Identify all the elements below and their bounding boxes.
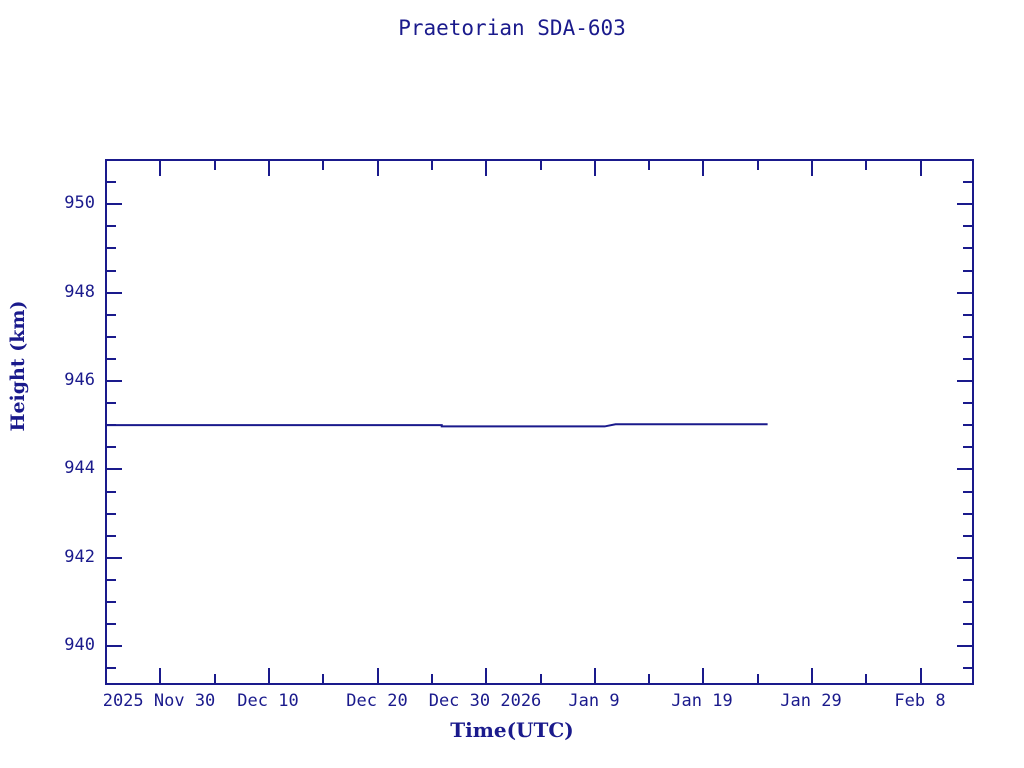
x-tick-minor bbox=[648, 161, 650, 170]
y-tick-major bbox=[957, 380, 972, 382]
y-tick-minor bbox=[107, 513, 116, 515]
y-tick-major bbox=[107, 292, 122, 294]
y-tick-label: 944 bbox=[64, 458, 95, 478]
y-tick-minor bbox=[963, 601, 972, 603]
y-tick-minor bbox=[963, 535, 972, 537]
x-tick-label: Jan 9 bbox=[568, 691, 620, 711]
y-tick-minor bbox=[963, 270, 972, 272]
y-tick-minor bbox=[107, 667, 116, 669]
x-tick-major bbox=[594, 161, 596, 176]
y-tick-major bbox=[957, 203, 972, 205]
y-tick-minor bbox=[963, 623, 972, 625]
y-tick-minor bbox=[107, 491, 116, 493]
y-tick-minor bbox=[963, 424, 972, 426]
x-tick-major bbox=[811, 161, 813, 176]
x-tick-minor bbox=[865, 674, 867, 683]
y-tick-minor bbox=[107, 247, 116, 249]
x-tick-label: Dec 20 bbox=[346, 691, 408, 711]
x-tick-minor bbox=[648, 674, 650, 683]
y-tick-major bbox=[957, 468, 972, 470]
y-axis-title: Height (km) bbox=[7, 300, 29, 432]
y-tick-label: 950 bbox=[64, 193, 95, 213]
y-tick-minor bbox=[107, 601, 116, 603]
x-tick-minor bbox=[214, 674, 216, 683]
x-tick-major bbox=[377, 161, 379, 176]
x-tick-major bbox=[485, 161, 487, 176]
x-tick-major bbox=[159, 161, 161, 176]
x-tick-label: Jan 29 bbox=[780, 691, 842, 711]
y-tick-label: 940 bbox=[64, 635, 95, 655]
plot-area bbox=[105, 159, 974, 685]
x-tick-minor bbox=[431, 161, 433, 170]
y-tick-minor bbox=[963, 402, 972, 404]
y-tick-major bbox=[107, 557, 122, 559]
y-tick-minor bbox=[963, 446, 972, 448]
x-tick-minor bbox=[322, 674, 324, 683]
x-tick-major bbox=[920, 668, 922, 683]
x-tick-minor bbox=[540, 161, 542, 170]
x-tick-major bbox=[920, 161, 922, 176]
x-tick-major bbox=[159, 668, 161, 683]
x-tick-major bbox=[594, 668, 596, 683]
x-tick-major bbox=[702, 668, 704, 683]
x-tick-minor bbox=[214, 161, 216, 170]
x-tick-minor bbox=[757, 161, 759, 170]
y-tick-minor bbox=[107, 402, 116, 404]
y-tick-label: 942 bbox=[64, 547, 95, 567]
y-tick-minor bbox=[963, 667, 972, 669]
y-tick-minor bbox=[963, 336, 972, 338]
y-tick-minor bbox=[963, 181, 972, 183]
x-tick-minor bbox=[865, 161, 867, 170]
y-tick-major bbox=[957, 557, 972, 559]
y-tick-minor bbox=[963, 314, 972, 316]
y-tick-minor bbox=[963, 225, 972, 227]
x-tick-major bbox=[268, 668, 270, 683]
y-tick-label: 946 bbox=[64, 370, 95, 390]
y-tick-minor bbox=[107, 181, 116, 183]
x-tick-major bbox=[268, 161, 270, 176]
y-tick-minor bbox=[963, 491, 972, 493]
y-tick-minor bbox=[963, 579, 972, 581]
y-tick-minor bbox=[963, 513, 972, 515]
x-tick-minor bbox=[431, 674, 433, 683]
x-tick-label: Jan 19 bbox=[671, 691, 733, 711]
x-tick-label: Dec 10 bbox=[237, 691, 299, 711]
y-tick-minor bbox=[107, 159, 116, 161]
y-tick-minor bbox=[107, 336, 116, 338]
y-tick-minor bbox=[107, 535, 116, 537]
x-tick-label: Dec 30 2026 bbox=[428, 691, 542, 711]
x-tick-label: Feb 8 bbox=[894, 691, 946, 711]
y-tick-major bbox=[107, 468, 122, 470]
y-tick-minor bbox=[107, 424, 116, 426]
x-tick-major bbox=[377, 668, 379, 683]
x-tick-major bbox=[811, 668, 813, 683]
y-tick-major bbox=[107, 380, 122, 382]
x-tick-minor bbox=[757, 674, 759, 683]
page-title: Praetorian SDA-603 bbox=[398, 16, 626, 40]
y-tick-minor bbox=[107, 270, 116, 272]
y-tick-minor bbox=[963, 358, 972, 360]
y-tick-major bbox=[957, 645, 972, 647]
x-tick-minor bbox=[540, 674, 542, 683]
y-tick-minor bbox=[107, 358, 116, 360]
y-tick-minor bbox=[963, 247, 972, 249]
y-tick-major bbox=[107, 645, 122, 647]
y-tick-minor bbox=[963, 159, 972, 161]
y-tick-label: 948 bbox=[64, 282, 95, 302]
x-tick-minor bbox=[322, 161, 324, 170]
y-tick-minor bbox=[107, 579, 116, 581]
x-axis-title: Time(UTC) bbox=[450, 718, 574, 742]
y-tick-major bbox=[107, 203, 122, 205]
x-tick-label: 2025 Nov 30 bbox=[102, 691, 216, 711]
y-tick-minor bbox=[107, 623, 116, 625]
y-tick-major bbox=[957, 292, 972, 294]
x-tick-major bbox=[702, 161, 704, 176]
x-tick-major bbox=[485, 668, 487, 683]
y-tick-minor bbox=[107, 446, 116, 448]
y-tick-minor bbox=[107, 314, 116, 316]
y-tick-minor bbox=[107, 225, 116, 227]
